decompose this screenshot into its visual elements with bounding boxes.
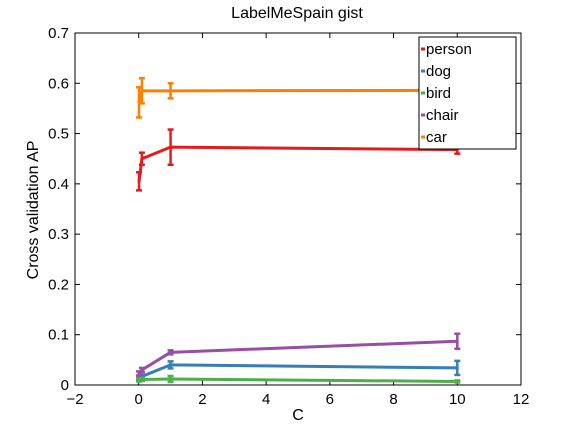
- data-point: [140, 89, 144, 93]
- data-point: [169, 377, 173, 381]
- series-car: [136, 77, 461, 119]
- legend-label: dog: [426, 63, 451, 80]
- y-tick-label: 0.6: [48, 75, 69, 92]
- x-tick-label: 0: [135, 391, 143, 408]
- data-point: [169, 89, 173, 93]
- y-tick-label: 0.2: [48, 276, 69, 293]
- series-layer: [136, 77, 461, 384]
- legend-label: car: [426, 129, 447, 146]
- legend-label: chair: [426, 107, 459, 124]
- legend-label: person: [426, 41, 472, 58]
- x-tick-label: 10: [449, 391, 466, 408]
- data-point: [169, 350, 173, 354]
- y-tick-label: 0.7: [48, 25, 69, 42]
- y-tick-label: 0.3: [48, 226, 69, 243]
- series-chair: [136, 332, 461, 377]
- data-point: [140, 368, 144, 372]
- y-axis-label: Cross validation AP: [25, 141, 42, 280]
- y-tick-label: 0.1: [48, 327, 69, 344]
- series-line: [137, 88, 458, 103]
- data-point: [140, 157, 144, 161]
- legend-label: bird: [426, 85, 451, 102]
- x-tick-label: 8: [389, 391, 397, 408]
- legend: person dog bird chair car: [418, 36, 517, 150]
- data-point: [169, 363, 173, 367]
- data-point: [169, 145, 173, 149]
- series-line: [137, 145, 458, 182]
- x-tick-label: 6: [326, 391, 334, 408]
- y-tick-label: 0: [61, 377, 69, 394]
- x-tick-label: 2: [198, 391, 206, 408]
- series-bird: [136, 374, 461, 384]
- data-point: [455, 379, 459, 383]
- chart-title: LabelMeSpain gist: [231, 5, 363, 22]
- y-tick-label: 0.5: [48, 126, 69, 143]
- y-tick-label: 0.4: [48, 176, 69, 193]
- x-tick-label: −2: [66, 391, 83, 408]
- x-tick-label: 4: [262, 391, 270, 408]
- data-point: [455, 339, 459, 343]
- x-tick-label: 12: [513, 391, 530, 408]
- legend-box: [418, 36, 517, 150]
- data-point: [455, 366, 459, 370]
- data-point: [137, 179, 141, 183]
- x-axis-label: C: [292, 407, 304, 424]
- data-point: [140, 377, 144, 381]
